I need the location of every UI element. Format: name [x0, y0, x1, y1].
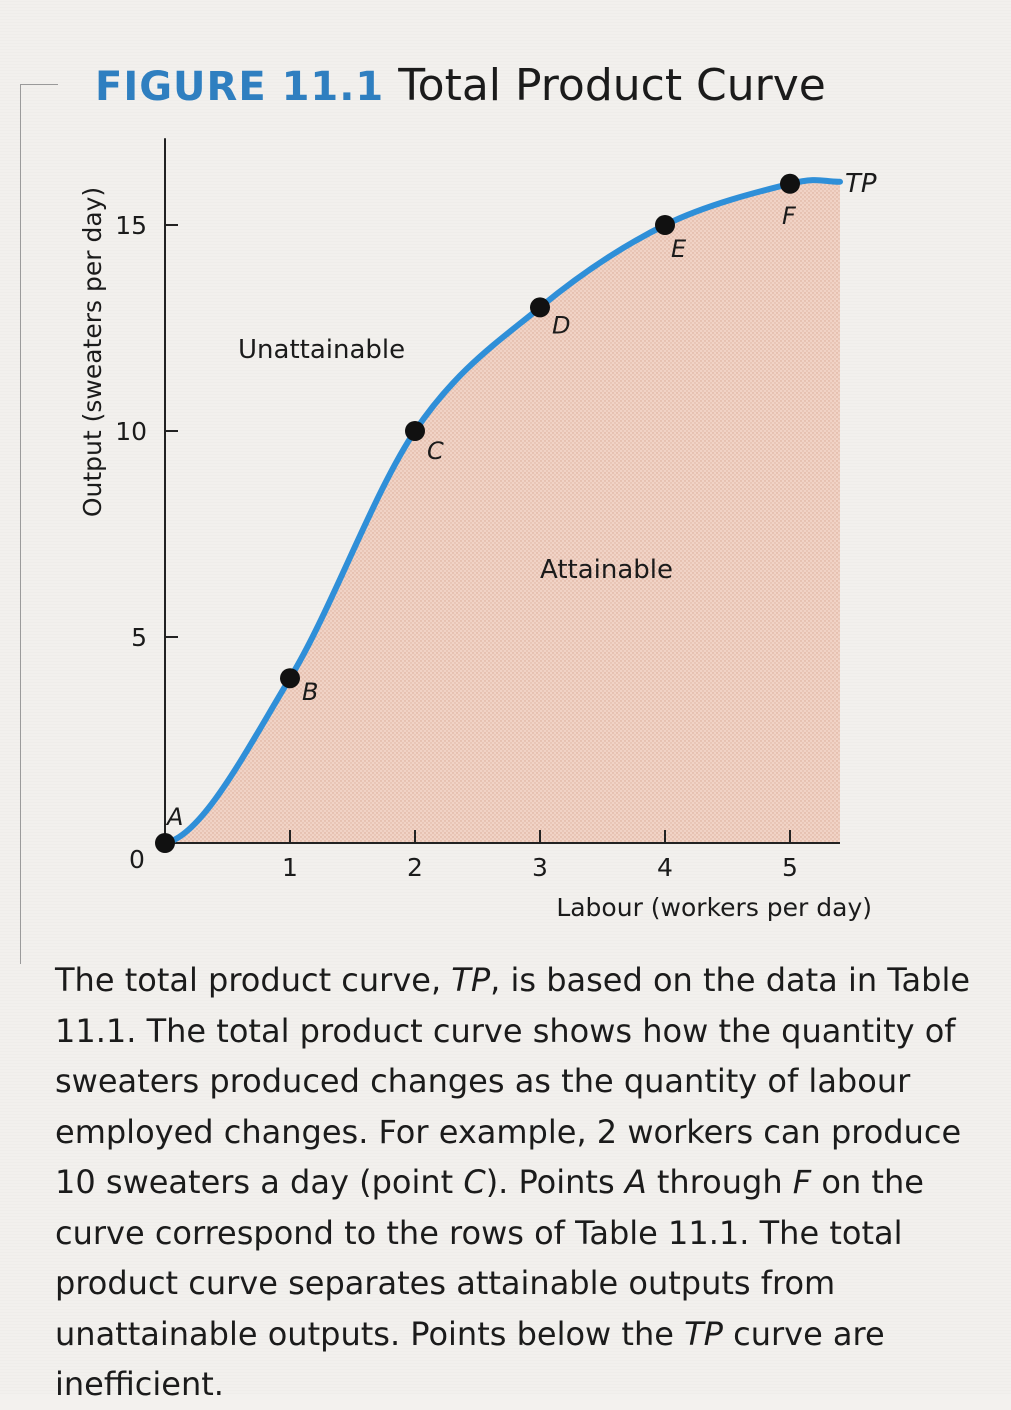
point-label-a: A — [165, 803, 183, 831]
origin-label: 0 — [129, 845, 145, 874]
y-axis-label: Output (sweaters per day) — [78, 187, 107, 517]
caption-point-a: A — [624, 1163, 647, 1201]
caption-tp-term: TP — [451, 961, 491, 999]
y-tick-label: 5 — [131, 623, 147, 652]
figure-frame-line — [20, 84, 21, 964]
point-c — [405, 421, 425, 441]
unattainable-label: Unattainable — [238, 335, 405, 365]
caption-text-1: The total product curve, — [55, 961, 452, 999]
figure-caption: The total product curve, TP, is based on… — [55, 955, 985, 1410]
tp-curve-label: TP — [845, 169, 877, 199]
y-tick-label: 10 — [115, 417, 147, 446]
total-product-chart: 0 5 10 15 1 2 3 4 5 A B C D E F TP Unattainable Attai… — [78, 138, 877, 922]
figure-name: Total Product Curve — [398, 60, 826, 111]
point-label-d: D — [552, 311, 570, 339]
point-label-b: B — [302, 678, 318, 706]
x-axis-label: Labour (workers per day) — [556, 893, 872, 922]
attainable-label: Attainable — [540, 555, 673, 585]
caption-text-3: ). Points — [485, 1163, 625, 1201]
point-a — [155, 833, 175, 853]
x-tick-label: 4 — [657, 853, 673, 882]
caption-point-c: C — [463, 1163, 486, 1201]
caption-text-2: , is based on the data in Table 11.1. Th… — [55, 961, 971, 1201]
caption-point-f: F — [792, 1163, 812, 1201]
attainable-area — [165, 180, 840, 843]
caption-text-5: on the curve correspond to the rows of T… — [55, 1163, 924, 1353]
x-tick-label: 5 — [782, 853, 798, 882]
point-label-c: C — [427, 437, 444, 465]
point-label-e: E — [671, 235, 687, 263]
figure-title: FIGURE 11.1 Total Product Curve — [95, 58, 826, 115]
caption-text-4: through — [646, 1163, 793, 1201]
x-tick-label: 2 — [407, 853, 423, 882]
point-e — [655, 215, 675, 235]
x-tick-label: 3 — [532, 853, 548, 882]
caption-tp-term-2: TP — [684, 1314, 723, 1353]
point-d — [530, 297, 550, 318]
y-tick-label: 15 — [115, 211, 147, 240]
figure-frame-tick — [20, 84, 58, 85]
tp-curve — [162, 177, 843, 846]
figure-number: FIGURE 11.1 — [95, 64, 385, 110]
x-tick-label: 1 — [282, 853, 298, 882]
point-b — [280, 668, 300, 689]
point-f — [780, 173, 800, 194]
point-label-f: F — [782, 202, 797, 230]
